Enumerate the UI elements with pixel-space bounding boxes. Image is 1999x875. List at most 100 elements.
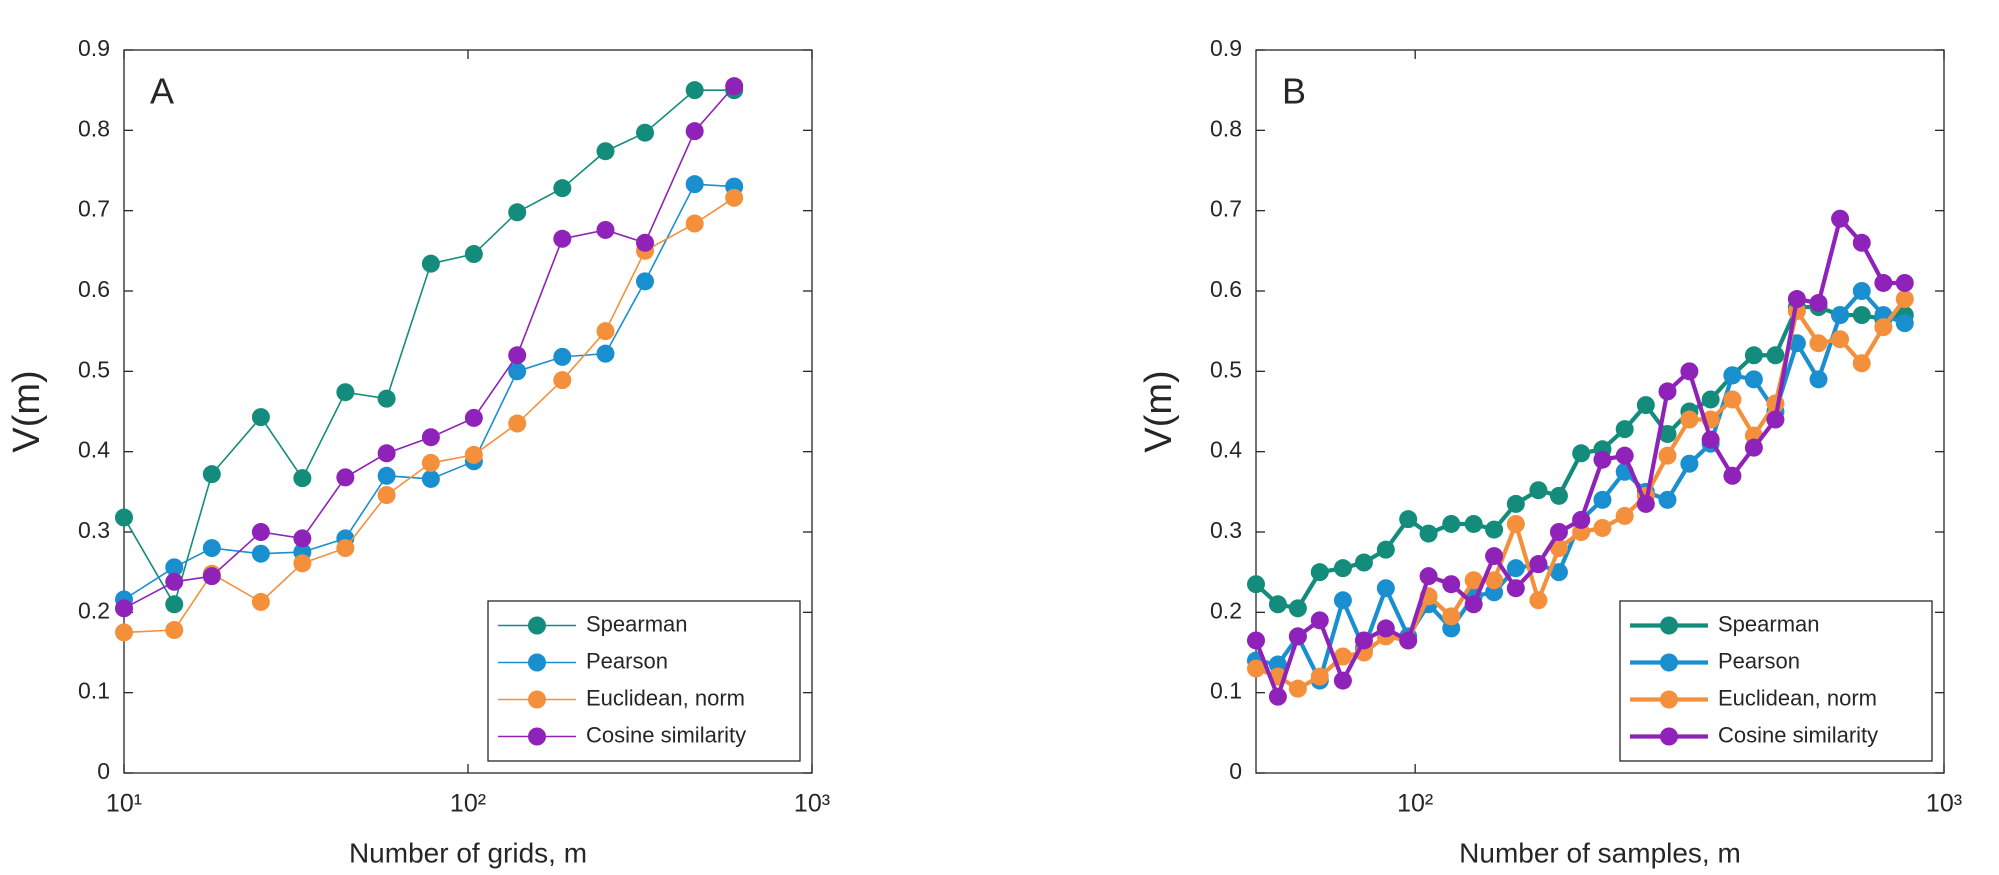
data-point: [1247, 631, 1265, 650]
data-point: [1268, 595, 1287, 614]
data-point: [377, 389, 396, 408]
y-tick-label: 0.6: [78, 276, 110, 302]
data-point: [1787, 290, 1806, 309]
data-point: [251, 544, 270, 563]
data-point: [115, 623, 133, 642]
y-tick-label: 0.1: [78, 678, 110, 704]
data-point: [1723, 390, 1742, 409]
data-point: [1506, 514, 1525, 533]
legend-marker: [1660, 653, 1678, 672]
data-point: [1485, 520, 1504, 539]
data-point: [336, 539, 355, 558]
data-point: [1766, 410, 1785, 429]
data-point: [508, 414, 527, 433]
data-point: [1376, 540, 1395, 559]
legend-marker: [1660, 727, 1678, 746]
data-point: [1333, 671, 1352, 690]
y-tick-label: 0.7: [1210, 196, 1242, 222]
data-point: [1288, 627, 1307, 646]
data-point: [165, 595, 184, 614]
data-point: [553, 347, 572, 366]
data-point: [1464, 595, 1483, 614]
legend-marker: [1660, 690, 1678, 709]
data-point: [1680, 362, 1699, 381]
data-point: [1376, 619, 1395, 638]
data-point: [1529, 555, 1548, 574]
data-point: [1874, 318, 1893, 337]
data-point: [1895, 290, 1914, 309]
data-point: [202, 539, 221, 558]
data-point: [1658, 490, 1677, 509]
data-point: [1549, 563, 1568, 582]
data-point: [685, 81, 704, 100]
data-point: [1419, 567, 1438, 586]
panel-letter: B: [1282, 71, 1306, 112]
y-tick-label: 0.3: [78, 517, 110, 543]
panel: 0 0.1 0.2 0.3 0.4 0.5 0.6 0.7 0.8 0.9 10¹ 10² 10³ Num…: [6, 35, 830, 868]
data-point: [377, 466, 396, 485]
data-point: [1852, 233, 1871, 252]
legend-label: Pearson: [586, 648, 668, 673]
y-tick-label: 0.6: [1210, 276, 1242, 302]
data-point: [1701, 430, 1720, 449]
data-point: [596, 322, 615, 341]
data-point: [377, 444, 396, 463]
data-point: [1485, 547, 1504, 566]
data-point: [1464, 514, 1483, 533]
data-point: [293, 554, 312, 573]
data-point: [1333, 559, 1352, 578]
y-tick-label: 0.8: [78, 115, 110, 141]
data-point: [202, 567, 221, 586]
x-tick-label: 10³: [1926, 790, 1962, 818]
data-point: [293, 469, 312, 488]
y-tick-label: 0.3: [1210, 517, 1242, 543]
data-point: [596, 220, 615, 239]
data-point: [1399, 631, 1418, 650]
data-point: [1744, 346, 1763, 365]
data-point: [1809, 294, 1828, 313]
data-point: [1680, 454, 1699, 473]
data-point: [1288, 599, 1307, 618]
data-point: [464, 245, 483, 264]
data-point: [202, 465, 221, 484]
data-point: [636, 233, 655, 252]
panel: 0 0.1 0.2 0.3 0.4 0.5 0.6 0.7 0.8 0.9 10² 10³ Number…: [1138, 35, 1962, 868]
y-tick-label: 0.2: [78, 597, 110, 623]
data-point: [1549, 486, 1568, 505]
data-point: [1442, 607, 1461, 626]
data-point: [377, 486, 396, 505]
legend-label: Spearman: [586, 611, 688, 636]
x-axis-label: Number of samples, m: [1459, 837, 1741, 868]
data-point: [1680, 410, 1699, 429]
legend-label: Cosine similarity: [586, 722, 746, 747]
data-point: [685, 122, 704, 141]
y-tick-label: 0.2: [1210, 597, 1242, 623]
data-point: [1593, 518, 1612, 537]
data-point: [1247, 575, 1265, 594]
data-point: [1723, 366, 1742, 385]
data-point: [1593, 490, 1612, 509]
data-point: [1615, 446, 1634, 465]
y-tick-label: 0: [1229, 758, 1242, 784]
legend-label: Spearman: [1718, 611, 1820, 636]
data-point: [1766, 346, 1785, 365]
data-point: [636, 123, 655, 142]
y-tick-label: 0.4: [78, 437, 110, 463]
legend-marker: [528, 616, 546, 635]
data-point: [636, 272, 655, 291]
data-point: [1419, 524, 1438, 543]
y-axis-label: V(m): [1138, 370, 1180, 452]
data-point: [685, 175, 704, 194]
x-tick-label: 10²: [1397, 790, 1433, 818]
legend-label: Euclidean, norm: [586, 685, 745, 710]
data-point: [464, 408, 483, 427]
data-point: [1615, 420, 1634, 439]
data-point: [1895, 273, 1914, 292]
data-point: [1529, 481, 1548, 500]
data-point: [165, 572, 184, 591]
data-point: [421, 469, 440, 488]
data-point: [251, 408, 270, 427]
data-point: [1333, 591, 1352, 610]
data-point: [1636, 494, 1655, 513]
